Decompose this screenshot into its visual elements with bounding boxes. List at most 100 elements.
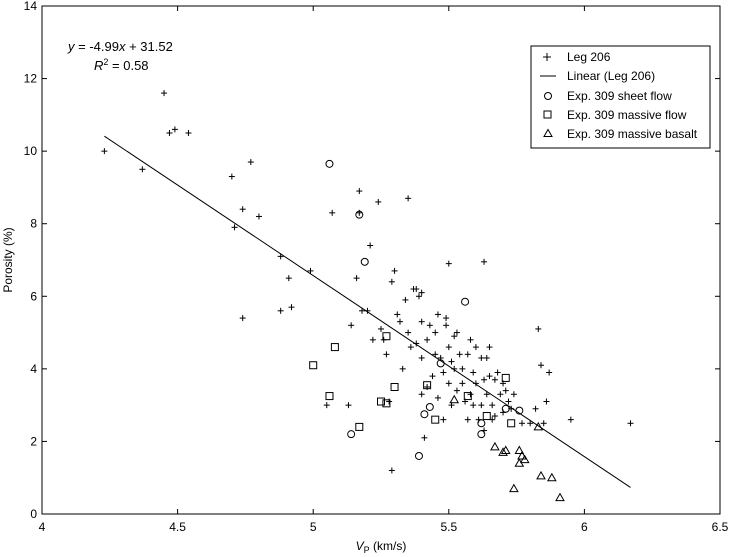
legend-label-massive-flow: Exp. 309 massive flow — [567, 108, 687, 122]
point-plus — [426, 322, 433, 329]
point-triangle — [500, 445, 511, 454]
point-square — [507, 419, 516, 428]
point-plus — [418, 354, 425, 361]
point-plus — [459, 380, 466, 387]
x-axis-label: VP (km/s) — [356, 539, 407, 555]
point-plus — [470, 402, 477, 409]
point-plus — [364, 307, 371, 314]
point-plus — [367, 242, 374, 249]
legend-label-massive-basalt: Exp. 309 massive basalt — [567, 127, 698, 141]
point-plus — [494, 369, 501, 376]
point-circle — [515, 406, 524, 415]
point-plus — [231, 224, 238, 231]
equation-tail: + 31.52 — [125, 39, 172, 54]
point-triangle — [490, 441, 500, 451]
point-plus — [567, 416, 574, 423]
point-plus — [345, 402, 352, 409]
point-triangle — [498, 447, 508, 456]
point-plus — [255, 213, 262, 220]
point-plus — [483, 354, 490, 361]
point-triangle — [536, 470, 546, 480]
x-tick-label: 6.5 — [712, 520, 729, 534]
point-plus — [407, 344, 414, 351]
point-square — [382, 399, 391, 408]
point-plus — [505, 398, 512, 405]
y-tick-label: 0 — [30, 507, 37, 521]
point-plus — [171, 126, 178, 133]
point-circle — [436, 359, 445, 368]
legend: Leg 206 Linear (Leg 206) Exp. 309 sheet … — [530, 45, 711, 149]
point-plus — [451, 333, 458, 340]
point-circle — [414, 451, 423, 460]
point-plus — [448, 358, 455, 365]
point-plus — [519, 420, 526, 427]
point-plus — [491, 376, 498, 383]
legend-marker-sheet-flow — [544, 92, 552, 100]
legend-label-linear: Linear (Leg 206) — [567, 69, 655, 83]
point-plus — [543, 398, 550, 405]
point-plus — [388, 278, 395, 285]
point-plus — [356, 188, 363, 195]
point-plus — [329, 209, 336, 216]
point-square — [355, 422, 364, 431]
point-plus — [491, 413, 498, 420]
point-triangle — [449, 394, 460, 404]
point-square — [377, 397, 385, 406]
point-plus — [405, 195, 412, 202]
point-circle — [461, 297, 470, 306]
series-3 — [449, 394, 565, 502]
x-axis-label-subscript: P — [364, 545, 370, 555]
x-tick-label: 5.5 — [440, 520, 457, 534]
y-tick-label: 4 — [30, 362, 37, 376]
point-plus — [139, 166, 146, 173]
y-tick-label: 12 — [24, 72, 38, 86]
point-plus — [472, 380, 479, 387]
point-plus — [429, 373, 436, 380]
point-plus — [359, 307, 366, 314]
point-square — [482, 412, 491, 421]
point-plus — [440, 369, 447, 376]
point-plus — [538, 362, 545, 369]
point-plus — [239, 206, 246, 213]
point-square — [501, 373, 510, 382]
y-tick-label: 6 — [30, 289, 37, 303]
point-plus — [285, 275, 292, 282]
point-plus — [247, 159, 254, 166]
point-square — [325, 392, 334, 401]
point-plus — [472, 344, 479, 351]
point-plus — [418, 391, 425, 398]
point-plus — [459, 365, 466, 372]
series-2 — [309, 332, 516, 431]
point-plus — [421, 434, 428, 441]
point-plus — [464, 416, 471, 423]
point-plus — [467, 336, 474, 343]
series-1 — [325, 159, 524, 460]
x-axis-label-unit: (km/s) — [370, 539, 407, 553]
equation-annotation: y = -4.99x + 31.52 — [67, 39, 173, 54]
point-plus — [288, 304, 295, 311]
point-plus — [527, 420, 534, 427]
point-plus — [434, 311, 441, 318]
point-plus — [396, 318, 403, 325]
point-plus — [502, 387, 509, 394]
point-plus — [353, 275, 360, 282]
y-tick-label: 10 — [24, 144, 38, 158]
point-triangle — [514, 445, 525, 454]
point-circle — [477, 419, 486, 428]
point-plus — [481, 376, 488, 383]
point-plus — [453, 387, 460, 394]
point-plus — [391, 267, 398, 274]
point-plus — [532, 405, 539, 412]
point-plus — [402, 296, 409, 303]
point-triangle — [517, 450, 527, 460]
plot-frame — [41, 5, 721, 515]
series-0 — [101, 90, 634, 474]
data-points — [101, 90, 634, 502]
point-square — [382, 332, 391, 341]
point-plus — [228, 173, 235, 180]
point-plus — [166, 130, 173, 136]
point-square — [423, 381, 432, 390]
point-plus — [434, 394, 441, 401]
x-tick-label: 4 — [39, 520, 46, 534]
point-plus — [415, 293, 422, 300]
